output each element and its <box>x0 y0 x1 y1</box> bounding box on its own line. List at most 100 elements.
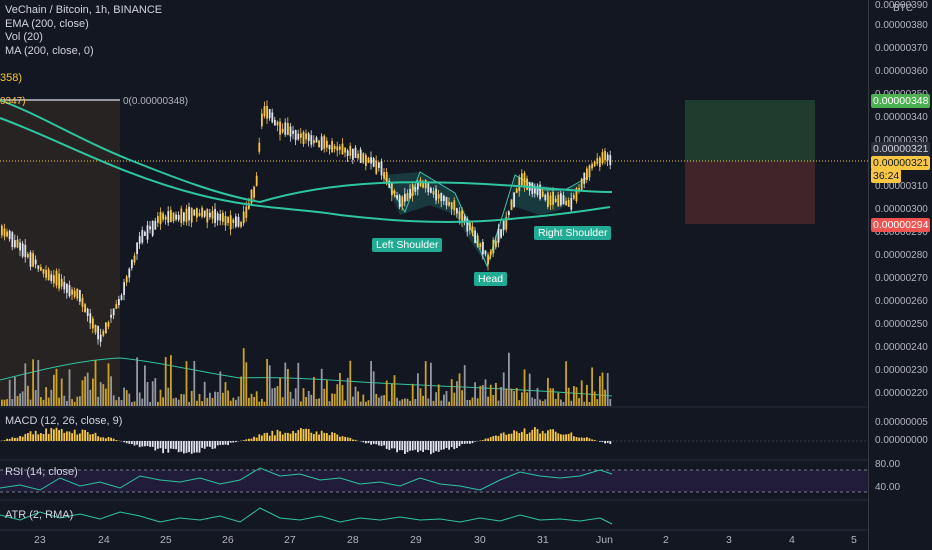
price-axis-label: 0.00000360 <box>875 66 928 77</box>
candle-body <box>138 236 141 244</box>
macd-bar <box>427 441 430 451</box>
candle-body <box>29 252 32 267</box>
candle-body <box>227 216 229 224</box>
volume-bar <box>346 377 349 406</box>
macd-bar <box>211 441 214 449</box>
macd-bar <box>502 432 505 441</box>
volume-bar <box>110 376 112 406</box>
volume-bar <box>125 390 128 406</box>
chart-canvas[interactable] <box>0 0 868 550</box>
volume-bar <box>422 395 424 406</box>
candle-body <box>476 235 479 247</box>
macd-bar <box>206 441 209 447</box>
macd-bar <box>396 441 398 453</box>
macd-bar <box>372 441 375 444</box>
left-shoulder-label[interactable]: Left Shoulder <box>372 238 443 252</box>
macd-bar <box>133 441 136 446</box>
volume-bar <box>362 394 365 406</box>
volume-bar <box>310 394 313 406</box>
volume-bar <box>349 360 352 406</box>
candle-body <box>352 148 354 160</box>
price-axis[interactable] <box>868 0 932 550</box>
candle-body <box>53 275 55 284</box>
volume-bar <box>414 399 417 406</box>
candle-body <box>11 232 14 248</box>
head-label[interactable]: Head <box>474 272 508 286</box>
currency-label: BTC <box>893 3 913 14</box>
macd-bar <box>458 441 461 447</box>
volume-bar <box>42 399 45 406</box>
volume-bar <box>367 400 370 406</box>
volume-bar <box>489 384 492 406</box>
macd-bar <box>97 436 99 441</box>
volume-bar <box>63 395 66 406</box>
right-shoulder-label[interactable]: Right Shoulder <box>534 226 612 240</box>
position-zone <box>0 100 120 406</box>
macd-bar <box>601 441 604 443</box>
volume-bar <box>240 376 242 406</box>
ema-legend[interactable]: EMA (200, close) <box>5 17 89 30</box>
time-axis-label: 28 <box>347 534 359 546</box>
price-axis-label: 0.00000230 <box>875 365 928 376</box>
price-axis-label: 0.00000310 <box>875 181 928 192</box>
volume-bar <box>146 381 149 406</box>
volume-bar <box>123 387 125 406</box>
macd-bar <box>149 441 151 447</box>
macd-bar <box>375 441 378 445</box>
time-axis-label: 27 <box>284 534 296 546</box>
price-axis-label: 0.00000220 <box>875 388 928 399</box>
volume-bar <box>222 392 224 406</box>
macd-bar <box>146 441 149 447</box>
volume-bar <box>162 397 164 406</box>
macd-bar <box>196 441 198 453</box>
macd-bar <box>115 440 118 441</box>
candle-body <box>294 130 297 141</box>
left-edge-value: 358) <box>0 72 23 84</box>
volume-bar <box>172 398 175 406</box>
macd-bar <box>3 440 6 441</box>
volume-bar <box>430 362 432 406</box>
volume-bar <box>24 363 27 406</box>
macd-bar <box>508 433 510 441</box>
macd-bar <box>250 438 253 441</box>
macd-bar <box>183 441 185 454</box>
macd-bar <box>523 428 526 441</box>
candle-body <box>372 158 375 167</box>
macd-bar <box>565 434 567 441</box>
macd-bar <box>456 441 458 449</box>
candle-body <box>279 121 281 135</box>
volume-bar <box>549 388 552 406</box>
macd-bar <box>125 441 128 444</box>
symbol-title[interactable]: VeChain / Bitcoin, 1h, BINANCE <box>5 4 163 16</box>
macd-bar <box>170 441 172 449</box>
candle-body <box>409 188 411 199</box>
volume-bar <box>211 397 214 406</box>
candle-body <box>42 268 45 274</box>
volume-bar <box>578 398 580 406</box>
ma-legend[interactable]: MA (200, close, 0) <box>5 44 94 57</box>
candle-body <box>216 213 219 221</box>
volume-bar <box>458 373 461 406</box>
volume-bar <box>136 357 138 406</box>
candle-body <box>47 269 50 281</box>
volume-bar <box>196 400 198 406</box>
candle-body <box>422 181 424 188</box>
macd-bar <box>453 441 456 450</box>
volume-bar <box>357 391 359 406</box>
candle-body <box>58 273 60 289</box>
volume-bar <box>417 373 419 406</box>
vol-legend[interactable]: Vol (20) <box>5 31 43 43</box>
candle-body <box>170 210 172 222</box>
macd-bar <box>177 441 180 453</box>
price-axis-label: 0.00000340 <box>875 112 928 123</box>
macd-title[interactable]: MACD (12, 26, close, 9) <box>5 415 123 427</box>
volume-bar <box>354 386 357 406</box>
volume-bar <box>328 401 331 406</box>
target-zone <box>685 100 815 161</box>
candle-body <box>229 215 232 230</box>
volume-bar <box>380 395 383 406</box>
atr-title[interactable]: ATR (2, RMA) <box>5 509 74 521</box>
candle-body <box>313 140 315 144</box>
candle-body <box>609 155 612 166</box>
rsi-title[interactable]: RSI (14, close) <box>5 466 78 478</box>
